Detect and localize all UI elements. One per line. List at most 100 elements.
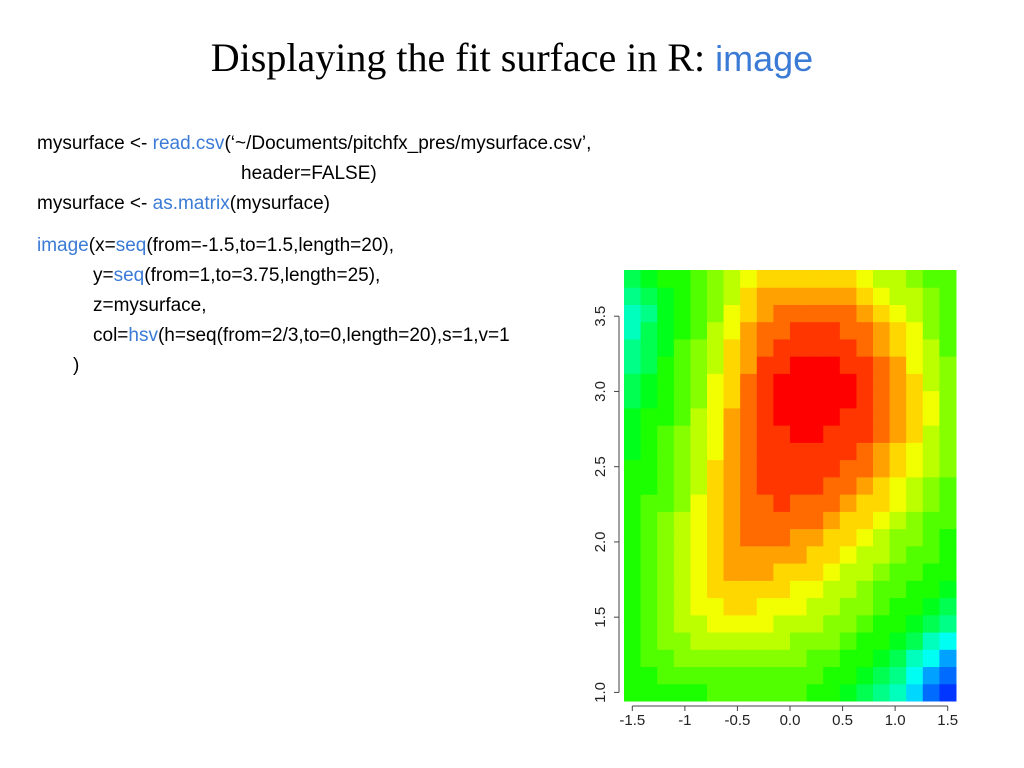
heat-cell xyxy=(690,459,708,478)
heat-cell xyxy=(790,476,808,495)
heat-cell xyxy=(856,614,874,633)
heat-cell xyxy=(740,304,758,323)
heat-cell xyxy=(740,425,758,443)
heat-cell xyxy=(790,304,808,323)
code-text: col= xyxy=(93,325,129,346)
heat-cell xyxy=(790,373,808,392)
heat-cell xyxy=(823,511,841,530)
heat-cell xyxy=(756,356,774,374)
heat-cell xyxy=(690,390,708,409)
heat-cell xyxy=(624,666,642,685)
heat-cell xyxy=(707,649,725,668)
heat-cell xyxy=(856,649,874,668)
heat-cell xyxy=(856,338,874,357)
heat-cell xyxy=(707,442,725,461)
heat-cell xyxy=(939,666,957,685)
heat-cell xyxy=(823,666,841,685)
heat-cell xyxy=(906,476,924,495)
heat-cell xyxy=(624,287,642,305)
heat-cell xyxy=(790,683,808,702)
heat-cell xyxy=(806,614,824,633)
heat-cell xyxy=(939,390,957,409)
heat-cell xyxy=(889,476,907,495)
heat-cell xyxy=(657,442,675,461)
heat-cell xyxy=(889,287,907,305)
heat-cell xyxy=(773,614,791,633)
heat-cell xyxy=(690,614,708,633)
heat-cell xyxy=(657,545,675,564)
heat-cell xyxy=(790,494,808,512)
heat-cell xyxy=(723,287,741,305)
heat-cell xyxy=(790,270,808,288)
heat-cell xyxy=(673,338,691,357)
heat-cell xyxy=(939,511,957,530)
heat-cell xyxy=(740,442,758,461)
heat-cell xyxy=(922,356,940,374)
heat-cell xyxy=(922,632,940,650)
heat-cell xyxy=(906,545,924,564)
heat-cell xyxy=(723,338,741,357)
heat-cell xyxy=(856,563,874,581)
heat-cell xyxy=(624,683,642,702)
heat-cell xyxy=(657,287,675,305)
heat-cell xyxy=(673,407,691,426)
heat-cell xyxy=(740,666,758,685)
heat-cell xyxy=(673,270,691,288)
heat-cell xyxy=(657,511,675,530)
heat-cell xyxy=(790,563,808,581)
heat-cell xyxy=(906,442,924,461)
heat-cell xyxy=(673,356,691,374)
code-text: y= xyxy=(93,265,114,286)
heat-cell xyxy=(624,528,642,547)
x-tick-label: 0.5 xyxy=(832,712,853,729)
heat-cell xyxy=(873,494,891,512)
heat-cell xyxy=(773,580,791,599)
heat-cell xyxy=(839,270,857,288)
heat-cell xyxy=(756,407,774,426)
heat-cell xyxy=(690,356,708,374)
heat-cell xyxy=(690,528,708,547)
heat-cell xyxy=(906,494,924,512)
heat-cell xyxy=(873,683,891,702)
heat-cell xyxy=(673,321,691,340)
heat-cell xyxy=(640,407,658,426)
code-line: col=hsv(h=seq(from=2/3,to=0,length=20),s… xyxy=(93,325,510,347)
heat-cell xyxy=(690,270,708,288)
heat-cell xyxy=(640,597,658,616)
heat-cell xyxy=(723,442,741,461)
heat-cell xyxy=(657,528,675,547)
heat-cell xyxy=(790,511,808,530)
heat-cell xyxy=(723,476,741,495)
heat-cell xyxy=(740,356,758,374)
heat-cell xyxy=(939,563,957,581)
x-tick-label: -1.5 xyxy=(619,712,645,729)
heat-cell xyxy=(839,494,857,512)
heat-cell xyxy=(906,597,924,616)
heat-cell xyxy=(823,580,841,599)
heat-cell xyxy=(939,649,957,668)
heat-cell xyxy=(839,442,857,461)
heat-cell xyxy=(873,528,891,547)
heat-cell xyxy=(690,407,708,426)
heat-cell xyxy=(839,425,857,443)
heat-cell xyxy=(690,545,708,564)
heat-cell xyxy=(873,407,891,426)
heat-cell xyxy=(657,321,675,340)
heat-cell xyxy=(723,632,741,650)
heat-cell xyxy=(906,563,924,581)
heat-cell xyxy=(889,511,907,530)
heat-cell xyxy=(740,321,758,340)
heat-cell xyxy=(640,338,658,357)
heat-cell xyxy=(823,563,841,581)
heat-cell xyxy=(756,545,774,564)
y-tick-label: 3.5 xyxy=(592,306,609,327)
heat-cell xyxy=(657,666,675,685)
heat-cell xyxy=(640,373,658,392)
heat-cell xyxy=(624,511,642,530)
heat-cell xyxy=(673,511,691,530)
heat-cell xyxy=(873,476,891,495)
heat-cell xyxy=(806,287,824,305)
heat-cell xyxy=(773,373,791,392)
heat-cell xyxy=(707,476,725,495)
